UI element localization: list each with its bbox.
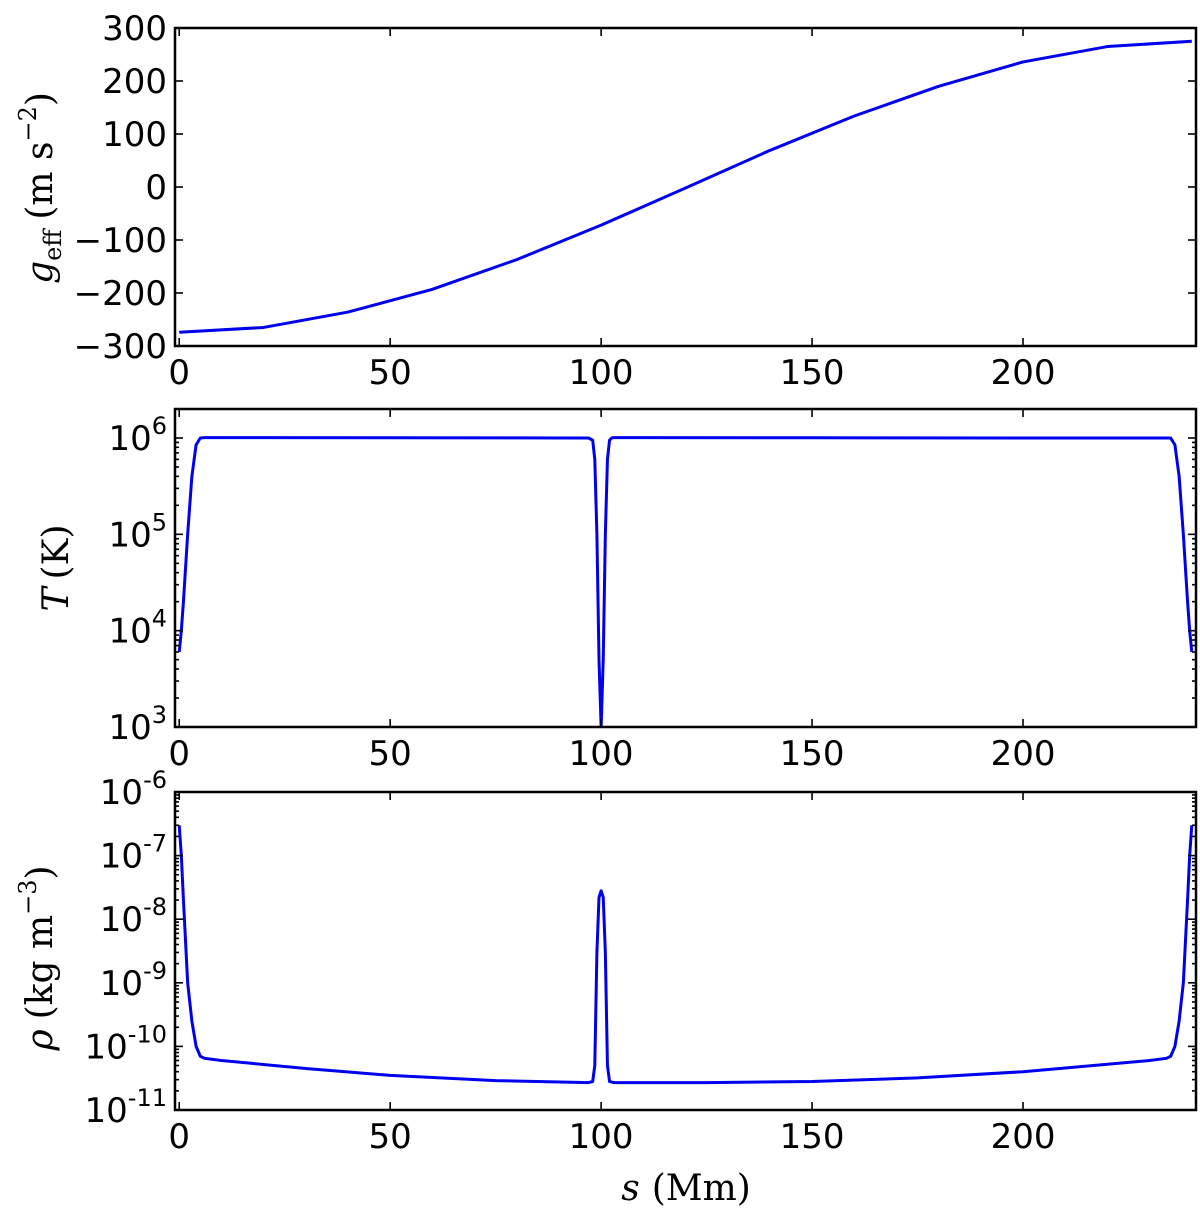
x-tick-label-top: 0 xyxy=(168,353,190,393)
ylabel-top-sub: eff xyxy=(39,228,67,261)
x-tick-label-bottom: 200 xyxy=(991,1117,1056,1157)
axes-bottom: 0 50 100 150 200 10-11 10-10 10-9 10-8 10-7 10-6 xyxy=(85,766,1198,1157)
axes-middle: 0 50 100 150 200 103 104 105 106 xyxy=(108,407,1198,774)
xlabel-bottom: s (Mm) xyxy=(621,1168,751,1209)
x-tick-label-bottom: 50 xyxy=(369,1117,412,1157)
x-tick-label-top: 100 xyxy=(569,353,634,393)
x-tick-label-middle: 0 xyxy=(168,734,190,774)
ylabel-bottom: ρ(kg m−3) xyxy=(14,865,61,1051)
x-tick-label-top: 150 xyxy=(780,353,845,393)
y-tick-label-top: 100 xyxy=(102,115,167,155)
ylabel-top: geff(m s−2) xyxy=(14,92,67,284)
x-tick-label-middle: 100 xyxy=(569,734,634,774)
y-tick-label-top: −300 xyxy=(74,327,167,367)
y-tick-label-bottom: 10-7 xyxy=(100,830,167,877)
y-tick-label-top: −200 xyxy=(74,274,167,314)
y-tick-label-top: 200 xyxy=(102,62,167,102)
y-tick-label-top: 0 xyxy=(145,168,167,208)
series-line-top xyxy=(179,39,1192,334)
x-tick-label-bottom: 0 xyxy=(168,1117,190,1157)
y-tick-label-top: −100 xyxy=(74,221,167,261)
y-tick-label-bottom: 10-8 xyxy=(100,893,167,940)
y-tick-label-middle: 103 xyxy=(108,701,167,748)
y-tick-label-middle: 104 xyxy=(108,605,167,652)
series-line-middle xyxy=(177,436,1194,727)
ylabel-middle: T(K) xyxy=(36,525,77,612)
x-tick-label-middle: 50 xyxy=(369,734,412,774)
x-tick-label-top: 200 xyxy=(991,353,1056,393)
y-tick-label-middle: 106 xyxy=(108,412,167,459)
y-tick-label-bottom: 10-11 xyxy=(85,1084,167,1131)
x-tick-label-top: 50 xyxy=(369,353,412,393)
axes-top: 0 50 100 150 200 −300 −200 −100 0 100 200 300 xyxy=(74,9,1198,393)
y-tick-label-middle: 105 xyxy=(108,508,167,555)
y-tick-label-bottom: 10-9 xyxy=(100,957,167,1004)
x-tick-label-bottom: 100 xyxy=(569,1117,634,1157)
y-tick-label-top: 300 xyxy=(102,9,167,49)
axes-frame-middle xyxy=(173,407,1198,729)
axes-frame-bottom xyxy=(173,790,1198,1112)
y-tick-label-bottom: 10-10 xyxy=(85,1020,167,1067)
x-tick-label-middle: 200 xyxy=(991,734,1056,774)
series-line-bottom xyxy=(177,825,1194,1085)
y-tick-label-bottom: 10-6 xyxy=(100,766,167,813)
x-tick-label-middle: 150 xyxy=(780,734,845,774)
chart-panels: 0 50 100 150 200 −300 −200 −100 0 100 200 300 0 50 100… xyxy=(74,9,1198,1157)
x-tick-label-bottom: 150 xyxy=(780,1117,845,1157)
